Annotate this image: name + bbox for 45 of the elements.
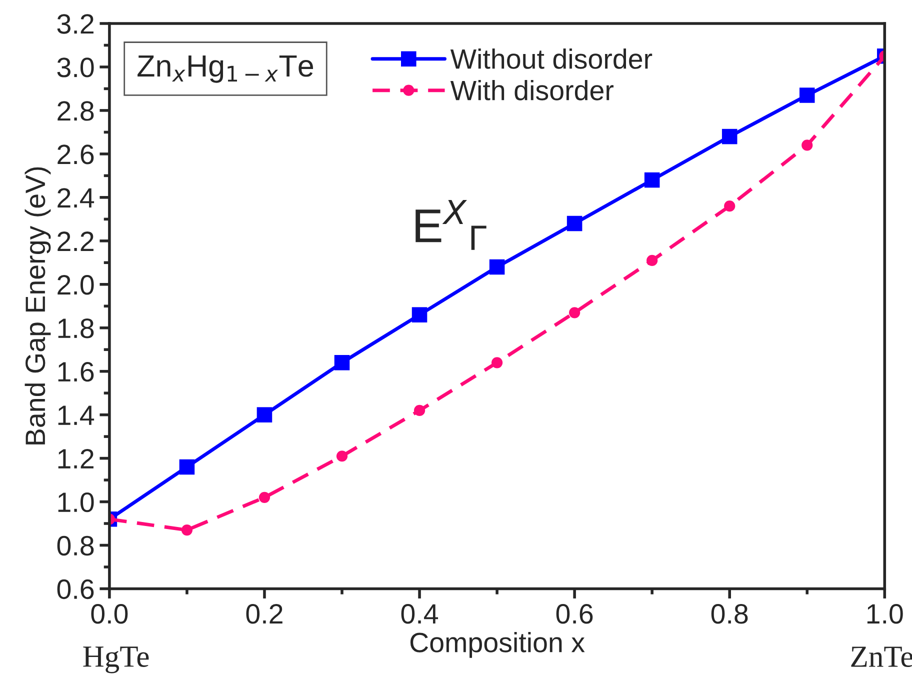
point [181,524,193,536]
point [256,407,272,422]
point [491,357,503,368]
y-tick-label: 2.2 [58,232,94,251]
y-tick-label: 3.0 [57,58,94,78]
x-tick-label: 0.0 [91,604,128,624]
text: HgTe [83,646,149,674]
y-tick-label: 2.6 [58,144,94,164]
point [569,307,580,318]
annotation: E$^{X}$$_{Γ}$ [416,200,486,250]
y-tick-label: 1.8 [58,318,94,338]
point [566,216,582,232]
x-tick-label: 0.8 [711,604,748,624]
x-tick-label: 1.0 [867,604,903,624]
point [799,88,815,103]
x-tick-label: 0.6 [556,604,593,624]
y-tick-label: 1.6 [58,362,94,382]
y-tick-label: 1.4 [58,406,94,425]
y-tick-label: 2.8 [58,101,94,121]
point [412,307,428,322]
y-tick-label: 1.2 [58,448,94,468]
y-tick-label: 1.0 [58,492,94,512]
point [336,450,348,462]
point [722,128,738,144]
y-tick-label: 2.4 [58,188,94,208]
y-tick-label: 2.0 [58,275,94,295]
point [646,254,658,266]
point [334,355,350,370]
x-axis-title: Composition x [410,632,585,658]
y-tick-label: 0.6 [57,579,94,600]
point [644,172,660,188]
point [258,492,270,503]
point [802,140,813,151]
y-axis-title: Band Gap Energy (eV) [24,167,51,444]
point [414,404,426,416]
legend-label: With disorder [450,80,614,100]
x-tick-label: 0.2 [246,604,282,624]
y-tick-label: 0.8 [57,536,94,556]
y-tick-label: 3.2 [57,14,94,34]
point [179,459,195,475]
point [489,259,505,275]
x-tick-label: 0.4 [401,604,438,624]
text: Zn$_{x}$Hg$_{1−x}$Te [138,55,314,83]
legend-label: Without disorder [450,48,652,69]
point [724,200,736,212]
